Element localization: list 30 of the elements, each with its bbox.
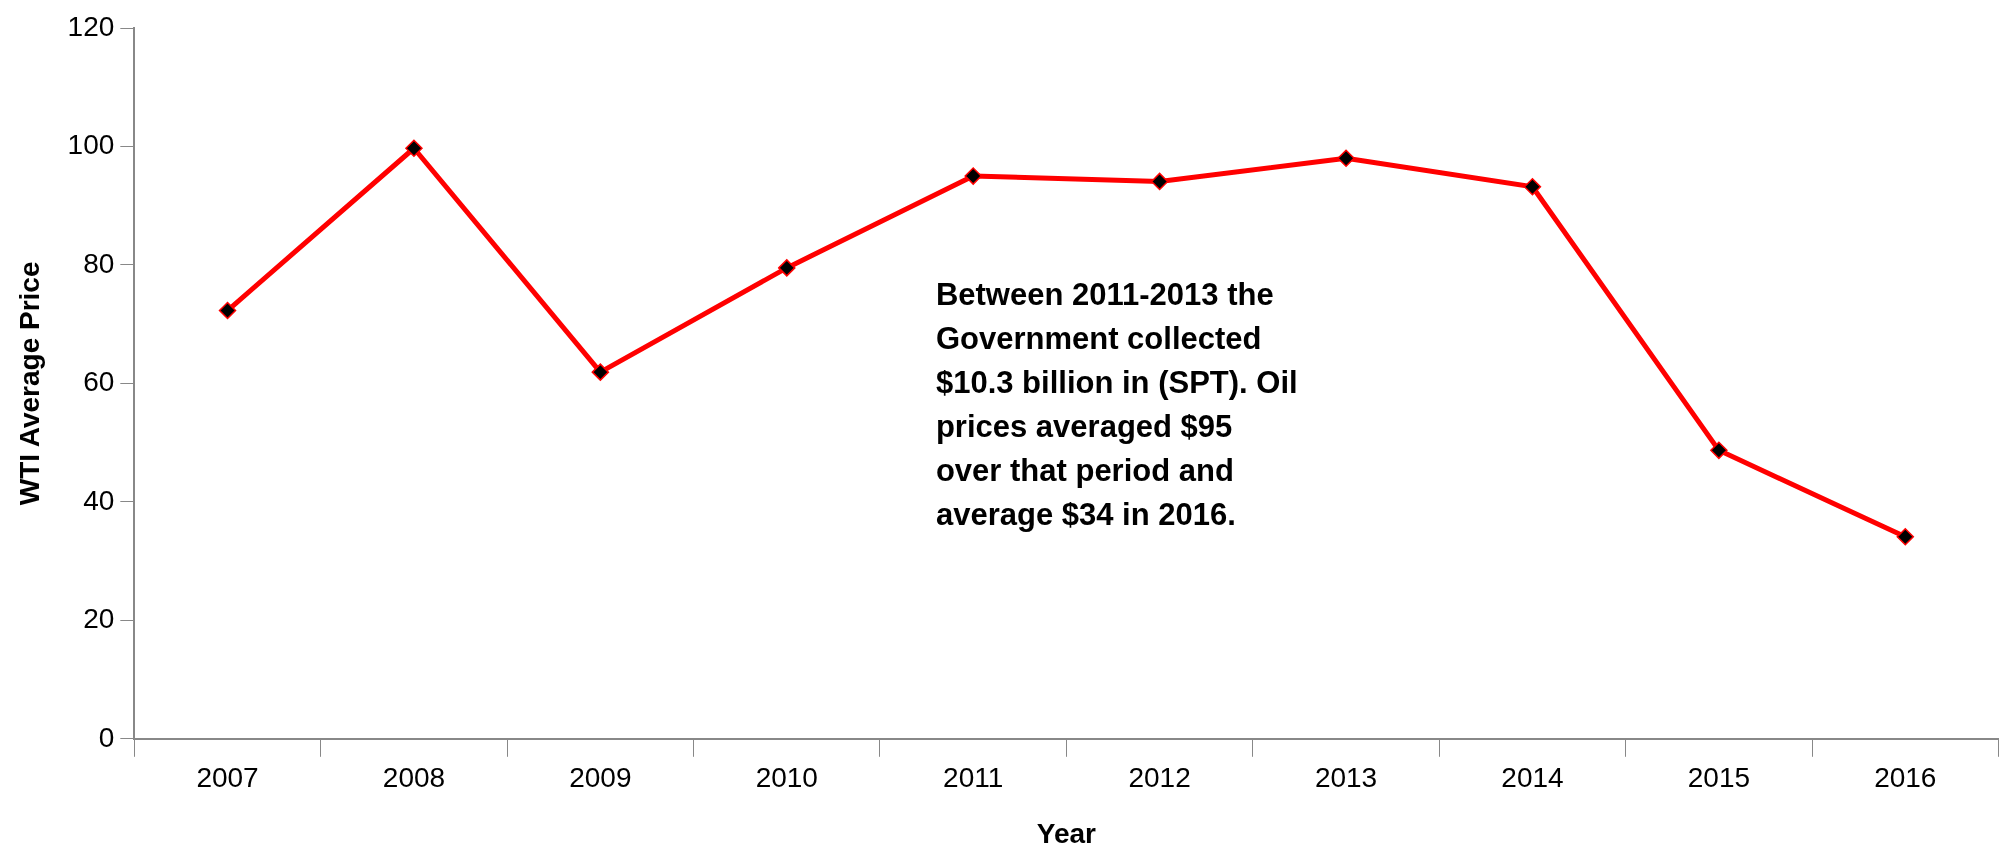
point	[1710, 441, 1728, 460]
x-tick-label: 2011	[943, 762, 1004, 794]
x-tick-label: 2016	[1874, 762, 1937, 794]
annotation: Between 2011-2013 the Government collected $10.3 billion in (SPT). Oil prices averaged $95 over that period and average $34 in 2016.	[935, 277, 1298, 532]
y-axis-title: WTI Average Price	[13, 261, 45, 506]
point	[1150, 172, 1169, 191]
point	[1896, 528, 1915, 546]
x-tick-label: 2013	[1314, 762, 1378, 794]
point	[964, 167, 982, 185]
y-tick-label: 20	[83, 603, 115, 635]
x-axis-title: Year	[1036, 817, 1097, 849]
y-tick-label: 60	[83, 366, 115, 398]
x-tick-label: 2015	[1687, 762, 1751, 794]
point	[1523, 178, 1542, 196]
y-tick-label: 100	[67, 129, 115, 161]
y-tick-label: 80	[83, 247, 115, 279]
y-tick-label: 40	[83, 484, 115, 516]
point	[778, 259, 796, 277]
point	[1337, 149, 1355, 168]
y-tick-label: 0	[98, 721, 115, 753]
x-tick-label: 2014	[1501, 762, 1564, 794]
x-tick-label: 2010	[755, 762, 818, 794]
x-tick-label: 2012	[1128, 762, 1191, 794]
y-tick-label: 120	[67, 10, 115, 42]
point	[591, 363, 610, 381]
x-tick-label: 2009	[569, 762, 632, 794]
x-tick-label: 2007	[196, 762, 259, 794]
point	[405, 139, 423, 157]
x-tick-label: 2008	[382, 762, 446, 794]
point	[218, 301, 237, 320]
